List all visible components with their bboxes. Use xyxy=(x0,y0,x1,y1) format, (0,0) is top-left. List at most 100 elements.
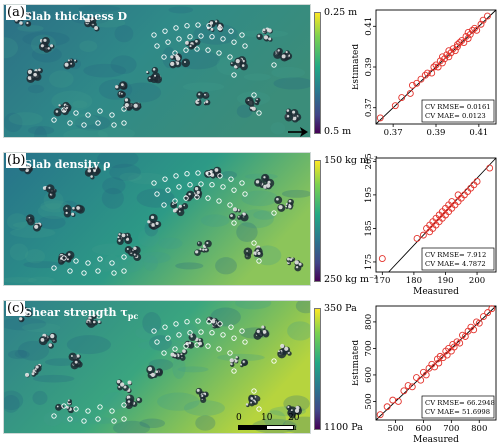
terrain-patch xyxy=(9,243,29,261)
rock-highlight xyxy=(118,233,121,236)
rock-highlight xyxy=(285,205,288,208)
scatter-svg-c: 500 600 700 800 500 600 700 800 Measured Estimate… xyxy=(352,305,497,444)
terrain-patch xyxy=(195,415,216,431)
rock-highlight xyxy=(196,190,200,194)
rock-highlight xyxy=(195,250,199,254)
data-point xyxy=(479,16,487,24)
rock-highlight xyxy=(202,248,205,251)
rock-shadow xyxy=(245,96,254,106)
rock-highlight xyxy=(90,175,93,178)
data-point xyxy=(391,102,399,110)
rock-highlight xyxy=(294,260,299,265)
metrics-box xyxy=(421,395,495,419)
rock-highlight xyxy=(151,223,156,227)
rock-highlight xyxy=(190,335,193,338)
sample-location-marker xyxy=(111,270,117,276)
sample-location-marker xyxy=(109,408,115,414)
rock-highlight xyxy=(171,203,174,206)
rock-highlight xyxy=(250,397,254,400)
sample-location-marker xyxy=(67,120,73,126)
sample-location-marker xyxy=(173,173,179,179)
rock-highlight xyxy=(40,338,45,342)
terrain-patch xyxy=(97,127,136,137)
data-point xyxy=(456,39,464,47)
rock-highlight xyxy=(188,341,192,345)
terrain-map-a xyxy=(4,5,310,137)
rock-highlight xyxy=(195,39,198,43)
terrain-patch xyxy=(10,227,56,238)
sample-location-marker xyxy=(216,50,222,56)
y-tick-label: 0.37 xyxy=(364,98,374,117)
terrain-patch xyxy=(183,400,225,416)
rock-highlight xyxy=(64,62,69,67)
scatter-svg-b: 170 180 190 200 175 185 195 205 Measured CV RMSE=… xyxy=(364,153,497,296)
rock-highlight xyxy=(34,224,39,229)
data-point xyxy=(475,319,483,327)
scatter-plot-b: 170 180 190 200 175 185 195 205 Measured CV RMSE=… xyxy=(352,150,500,296)
terrain-patch xyxy=(8,112,43,126)
sample-location-marker xyxy=(95,268,101,274)
rock-highlight xyxy=(48,186,51,189)
rock-highlight xyxy=(146,70,149,74)
rock-highlight xyxy=(198,93,201,96)
terrain-patch xyxy=(200,214,230,227)
terrain-patch xyxy=(91,18,126,28)
data-point xyxy=(417,75,425,83)
rock-highlight xyxy=(281,54,286,59)
sample-location-marker xyxy=(195,170,201,176)
data-point xyxy=(484,309,492,317)
rock-shadow xyxy=(176,208,185,217)
sample-location-marker xyxy=(172,346,178,352)
data-point xyxy=(378,255,386,263)
rock-highlight xyxy=(25,165,30,169)
y-tick-label: 700 xyxy=(364,340,374,356)
y-tick-label: 600 xyxy=(364,367,374,383)
terrain-map-c xyxy=(4,301,310,433)
rock-highlight xyxy=(50,333,55,339)
rock-highlight xyxy=(292,110,296,114)
sample-location-marker xyxy=(111,122,117,128)
sample-location-marker xyxy=(67,268,73,274)
rock-highlight xyxy=(180,353,183,356)
sample-location-marker xyxy=(162,324,168,330)
terrain-patch xyxy=(101,187,124,209)
terrain-patch xyxy=(263,410,287,429)
rock-highlight xyxy=(205,100,209,104)
rock-shadow xyxy=(151,72,161,81)
terrain-patch xyxy=(27,276,55,284)
terrain-map-b xyxy=(4,153,310,285)
rock-highlight xyxy=(204,93,206,96)
sample-location-marker xyxy=(85,260,91,266)
data-point xyxy=(413,79,421,87)
terrain-patch xyxy=(175,262,204,270)
terrain-patch xyxy=(32,390,48,405)
sample-location-marker xyxy=(154,43,160,49)
rock-highlight xyxy=(232,207,238,212)
rock-highlight xyxy=(198,338,201,341)
scale-segment-black xyxy=(238,425,266,430)
scale-segment-white xyxy=(266,425,294,430)
terrain-patch xyxy=(217,353,265,362)
sample-location-marker xyxy=(228,28,234,34)
rock-highlight xyxy=(230,362,233,366)
terrain-patch xyxy=(97,153,139,169)
rock-highlight xyxy=(48,343,52,347)
terrain-patch xyxy=(287,321,310,341)
rock-highlight xyxy=(84,18,89,23)
sample-location-marker xyxy=(73,406,79,412)
rock-shadow xyxy=(68,61,76,68)
data-point xyxy=(421,71,429,79)
terrain-patch xyxy=(243,73,271,81)
sample-location-marker xyxy=(187,34,193,40)
sample-location-marker xyxy=(121,402,127,408)
metrics-text: CV MAE= 0.0123 xyxy=(425,112,486,120)
rock-highlight xyxy=(185,40,189,45)
rock-highlight xyxy=(148,77,151,80)
rock-highlight xyxy=(178,210,181,213)
terrain-patch xyxy=(220,171,238,180)
terrain-patch xyxy=(236,104,253,118)
rock-highlight xyxy=(245,403,249,406)
rock-shadow xyxy=(243,247,253,257)
rock-highlight xyxy=(188,192,191,196)
rock-shadow xyxy=(253,395,259,401)
